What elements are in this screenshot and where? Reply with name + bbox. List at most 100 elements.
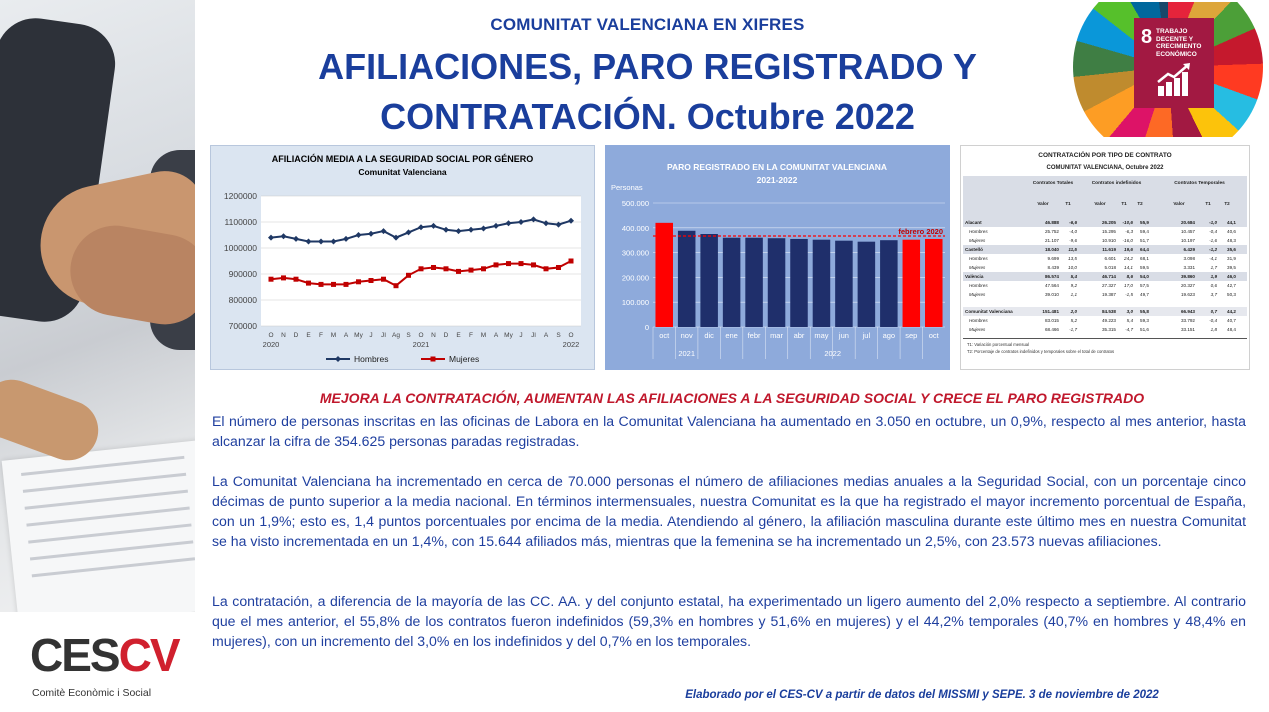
table-cell: 40,7 [1227,318,1236,323]
bar [790,238,808,327]
table-cell: 46,0 [1227,274,1236,279]
y-tick-label: 100.000 [622,298,649,307]
table-cell: 40,6 [1227,229,1236,234]
bar [902,239,921,327]
x-tick-label: S [556,332,561,339]
table-row: Mujeres 21.107 -9,6 10.910 -16,0 51,7 10.197 -1… [963,236,1247,245]
bar [880,240,898,327]
table-group-header: Contratos Totales [1032,181,1074,186]
legend-label: Mujeres [449,354,479,364]
table-cell: 35,6 [1227,247,1236,252]
table-cell: -1,6 [1209,238,1217,243]
table-cell: 26.205 [1101,220,1116,225]
table-note: T1: Variación porcentual mensual [967,342,1030,347]
table-cell: 68.466 [1044,327,1059,332]
sdg-badge: 8 TRABAJO DECENTE Y CRECIMIENTO ECONÓMIC… [1068,2,1268,137]
table-cell: 59,5 [1140,265,1149,270]
chart-subtitle: Comunitat Valenciana [358,167,447,177]
paragraph-1: El número de personas inscritas en las o… [212,413,1246,449]
data-point [356,279,361,285]
data-point [493,222,499,229]
table-cell: 50,3 [1227,292,1236,297]
x-tick-label: ago [883,331,896,340]
legend-marker [430,356,436,362]
table-cell: 1,8 [1210,327,1217,332]
x-tick-label: Ag [392,332,400,339]
data-point [368,278,374,283]
row-label: Mujeres [969,327,986,332]
table-row: Castelló 18.040 11,5 11.619 19,6 64,4 6.429 -1,… [963,245,1247,254]
x-tick-label: D [294,332,299,339]
table-cell: 19,6 [1124,247,1133,252]
table-cell: 33.792 [1180,318,1195,323]
table-cell: 44,2 [1227,309,1236,314]
reference-label: febrero 2020 [898,227,943,236]
article-headline: MEJORA LA CONTRATACIÓN, AUMENTAN LAS AFI… [319,390,1145,406]
table-cell: 10.457 [1180,229,1195,234]
bar [677,230,696,327]
bar [700,234,718,327]
table-cell: 19.387 [1101,292,1116,297]
row-label: Alacant [965,220,982,225]
table-column-header: T1 [1121,201,1127,206]
x-tick-label: nov [681,331,693,340]
bar [655,222,673,327]
data-point [531,262,536,268]
data-point [281,275,286,281]
table-cell: -0,4 [1209,318,1217,323]
row-label: València [965,274,984,279]
data-point [293,235,299,242]
table-cell: 19.623 [1180,292,1195,297]
table-cell: -4,1 [1209,256,1217,261]
x-tick-label: sep [905,331,917,340]
bar [925,238,943,327]
table-cell: 49,7 [1140,292,1149,297]
x-tick-label: O [268,332,273,339]
x-tick-label: ene [725,331,738,340]
table-cell: 10.197 [1180,238,1195,243]
data-point [505,220,512,227]
cescv-logo: CESCV Comitè Econòmic i Social [30,629,180,699]
data-point [568,258,574,264]
bar [767,238,786,327]
table-cell: -1,7 [1069,327,1077,332]
data-point [405,229,412,236]
table-cell: 39.860 [1180,274,1195,279]
table-cell: 25.752 [1044,229,1059,234]
chart-subtitle: 2021-2022 [757,175,798,185]
y-tick-label: 300.000 [622,249,649,258]
table-cell: 5,4 [1126,318,1133,323]
x-tick-label: D [444,332,449,339]
data-point [481,266,486,272]
affiliation-chart: AFILIACIÓN MEDIA A LA SEGURIDAD SOCIAL P… [210,145,595,370]
table-cell: 39,5 [1227,265,1236,270]
data-point [268,234,274,241]
data-point [543,220,549,227]
table-cell: 8,6 [1126,274,1133,279]
data-point [268,276,274,282]
handshake-photo [0,0,195,612]
row-label: Hombres [969,256,988,261]
unemployment-chart: PARO REGISTRADO EN LA COMUNITAT VALENCIA… [605,145,950,370]
table-cell: 49.223 [1101,318,1116,323]
table-cell: 2,0 [1070,309,1077,314]
data-point [355,232,362,238]
table-cell: 3.331 [1183,265,1196,270]
legend-label: Hombres [354,354,388,364]
data-point [543,266,549,272]
y-tick-label: 400.000 [622,224,649,233]
table-cell: 51,6 [1140,327,1149,332]
x-tick-label: My [354,332,363,339]
table-cell: 54,0 [1140,274,1149,279]
table-cell: -1,0 [1209,220,1217,225]
data-point [418,266,424,272]
x-tick-label: febr [748,331,761,340]
table-cell: 46.888 [1044,220,1059,225]
year-label: 2022 [824,349,841,358]
table-group-header: Contratos Temporales [1174,181,1225,186]
x-tick-label: N [431,332,436,339]
data-point [318,281,324,287]
table-cell: -10,6 [1122,220,1133,225]
table-row: Alacant 46.888 -6,6 26.205 -10,6 55,9 20.684 -1… [963,218,1247,227]
row-label: Mujeres [969,238,986,243]
